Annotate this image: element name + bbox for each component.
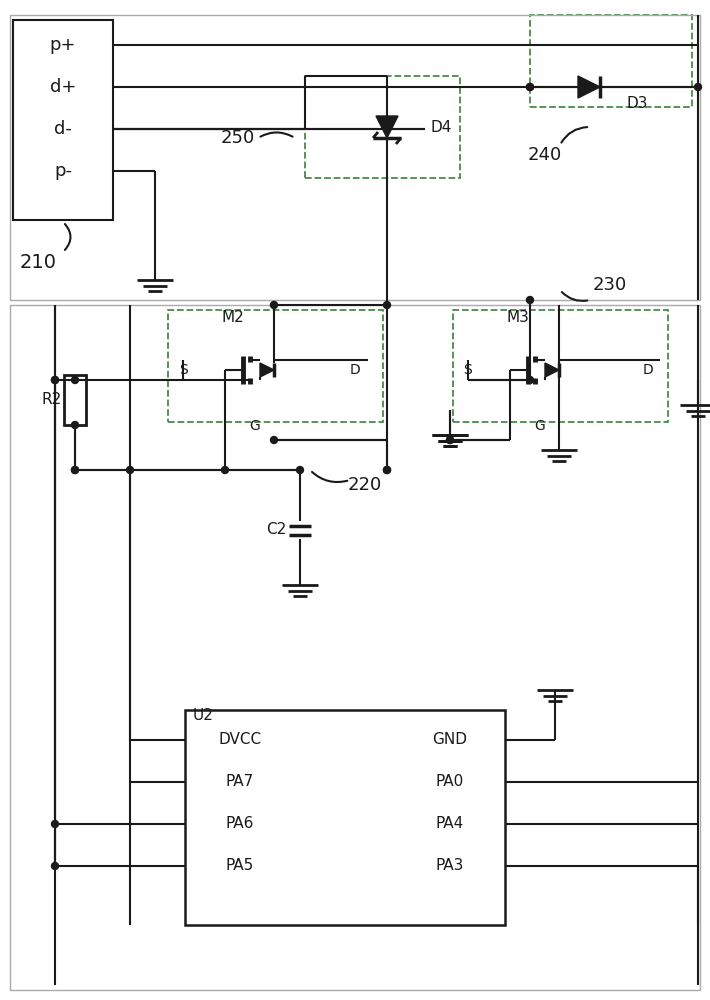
- Text: 240: 240: [528, 146, 562, 164]
- Polygon shape: [578, 76, 600, 98]
- Text: PA6: PA6: [226, 816, 254, 832]
- Bar: [64, 375, 86, 425]
- Circle shape: [527, 376, 533, 383]
- Text: D: D: [349, 363, 361, 377]
- Text: PA4: PA4: [436, 816, 464, 832]
- Circle shape: [271, 302, 278, 308]
- Text: C2: C2: [266, 522, 286, 538]
- Text: S: S: [179, 363, 187, 377]
- Bar: [13, 20, 113, 220]
- Text: PA5: PA5: [226, 858, 254, 874]
- FancyArrowPatch shape: [65, 224, 70, 250]
- Text: p-: p-: [54, 162, 72, 180]
- Text: PA7: PA7: [226, 774, 254, 790]
- Polygon shape: [260, 363, 274, 377]
- Text: 220: 220: [348, 476, 382, 494]
- Circle shape: [52, 376, 58, 383]
- Circle shape: [447, 436, 454, 444]
- Bar: [168, 310, 383, 422]
- Circle shape: [527, 84, 533, 91]
- Text: G: G: [250, 419, 261, 433]
- Circle shape: [52, 820, 58, 828]
- Circle shape: [527, 84, 533, 91]
- Circle shape: [297, 466, 303, 474]
- Text: d+: d+: [50, 78, 76, 96]
- Text: D3: D3: [626, 96, 648, 110]
- Bar: [10, 15, 700, 300]
- Circle shape: [72, 466, 79, 474]
- Circle shape: [52, 376, 58, 383]
- Circle shape: [52, 862, 58, 869]
- Bar: [10, 305, 700, 990]
- Text: U2: U2: [193, 708, 214, 722]
- Text: S: S: [464, 363, 472, 377]
- FancyArrowPatch shape: [562, 292, 587, 301]
- Circle shape: [72, 466, 79, 474]
- Text: GND: GND: [432, 732, 467, 748]
- Bar: [453, 310, 668, 422]
- Circle shape: [72, 376, 79, 383]
- Circle shape: [72, 422, 79, 428]
- Text: M3: M3: [506, 310, 530, 324]
- Circle shape: [447, 436, 454, 444]
- FancyArrowPatch shape: [312, 472, 347, 482]
- Circle shape: [126, 466, 133, 474]
- Circle shape: [271, 436, 278, 444]
- Circle shape: [383, 302, 391, 308]
- Text: 210: 210: [20, 252, 57, 271]
- Text: PA3: PA3: [436, 858, 464, 874]
- Text: 250: 250: [221, 129, 255, 147]
- Text: PA0: PA0: [436, 774, 464, 790]
- Text: p+: p+: [50, 36, 76, 54]
- Text: d-: d-: [54, 120, 72, 138]
- Circle shape: [694, 84, 701, 91]
- Bar: [185, 710, 505, 925]
- Polygon shape: [376, 116, 398, 138]
- Text: R2: R2: [42, 392, 62, 408]
- Text: DVCC: DVCC: [219, 732, 261, 748]
- FancyArrowPatch shape: [261, 132, 293, 137]
- Text: D4: D4: [430, 119, 452, 134]
- Circle shape: [222, 466, 229, 474]
- Circle shape: [527, 296, 533, 304]
- Text: G: G: [535, 419, 545, 433]
- Text: 230: 230: [593, 276, 627, 294]
- Circle shape: [383, 466, 391, 474]
- FancyArrowPatch shape: [562, 127, 587, 143]
- Bar: [530, 15, 692, 107]
- Bar: [305, 76, 460, 178]
- Text: M2: M2: [222, 310, 244, 324]
- Text: D: D: [643, 363, 653, 377]
- Polygon shape: [545, 363, 559, 377]
- Circle shape: [383, 466, 391, 474]
